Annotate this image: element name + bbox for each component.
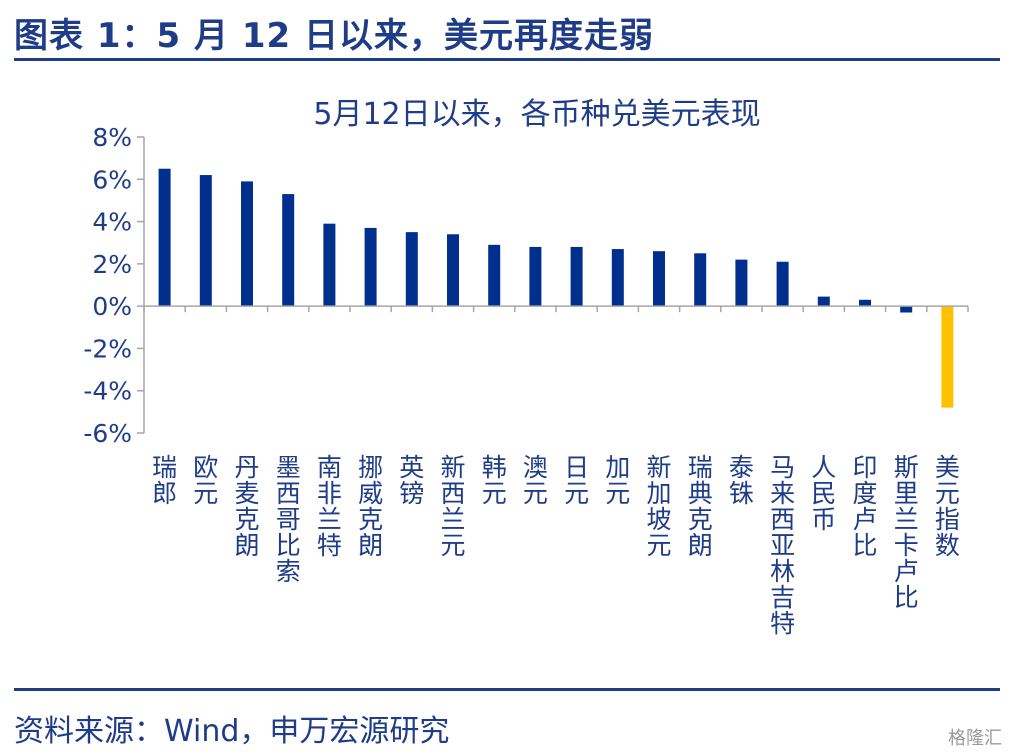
bar-5 <box>364 227 377 307</box>
bar-0 <box>158 168 171 307</box>
category-label: 欧元 <box>193 453 218 508</box>
category-label: 马来西亚林吉特 <box>770 453 795 638</box>
category-label: 英镑 <box>399 453 424 508</box>
y-tick-label: -4% <box>83 377 132 406</box>
bars <box>158 168 954 408</box>
category-label: 加元 <box>605 453 630 508</box>
category-label: 美元指数 <box>935 453 960 560</box>
source-note: 资料来源：Wind，申万宏源研究 <box>14 714 450 749</box>
category-label: 墨西哥比索 <box>276 453 301 586</box>
bar-3 <box>282 194 295 307</box>
y-tick-label: 2% <box>92 250 132 279</box>
category-label: 泰铢 <box>729 453 754 508</box>
bar-12 <box>653 251 665 307</box>
bar-15 <box>776 261 789 307</box>
watermark-logo: 格隆汇 <box>948 728 1002 749</box>
bar-11 <box>611 249 624 307</box>
category-label: 日元 <box>564 453 589 508</box>
bar-19 <box>941 306 954 408</box>
bar-9 <box>529 246 542 307</box>
y-tick-label: 0% <box>92 292 132 321</box>
category-label: 新加坡元 <box>646 453 671 560</box>
category-label: 瑞郎 <box>152 453 177 508</box>
y-tick-label: 4% <box>92 208 132 237</box>
category-label: 印度卢比 <box>852 453 877 560</box>
category-label: 瑞典克朗 <box>688 453 713 560</box>
category-label: 新西兰元 <box>440 453 465 560</box>
y-axis: 8% 6% 4% 2% 0% -2% -4% -6% <box>83 123 145 448</box>
bar-8 <box>488 244 501 307</box>
footer-divider <box>14 688 1000 691</box>
y-tick-label: 8% <box>92 123 132 152</box>
y-tick-label: 6% <box>92 165 132 194</box>
bar-7 <box>447 234 459 307</box>
category-label: 南非兰特 <box>317 453 342 560</box>
category-label: 澳元 <box>523 453 548 508</box>
bar-18 <box>900 306 913 313</box>
category-labels: 瑞郎欧元丹麦克朗墨西哥比索南非兰特挪威克朗英镑新西兰元韩元澳元日元加元新加坡元瑞… <box>152 453 960 638</box>
y-tick-label: -6% <box>83 419 132 448</box>
category-label: 韩元 <box>482 453 507 508</box>
title-divider <box>14 58 1000 61</box>
bar-4 <box>323 223 336 307</box>
bar-17 <box>859 299 871 307</box>
bar-2 <box>241 181 253 307</box>
chart-title: 5月12日以来，各币种兑美元表现 <box>313 97 760 132</box>
figure-title: 图表 1：5 月 12 日以来，美元再度走弱 <box>14 16 654 56</box>
bar-13 <box>694 253 707 307</box>
y-tick-label: -2% <box>83 334 132 363</box>
bar-1 <box>199 175 212 307</box>
category-label: 丹麦克朗 <box>234 453 259 560</box>
category-label: 人民币 <box>811 453 836 534</box>
category-label: 斯里兰卡卢比 <box>894 453 919 612</box>
bar-10 <box>570 246 583 307</box>
bar-16 <box>817 296 830 307</box>
bar-14 <box>735 259 748 307</box>
bar-6 <box>405 232 418 307</box>
category-label: 挪威克朗 <box>358 453 383 560</box>
bar-chart: 5月12日以来，各币种兑美元表现 8% 6% 4% 2% 0% -2% -4% -6% 瑞郎欧… <box>83 97 969 638</box>
x-axis <box>143 305 969 313</box>
